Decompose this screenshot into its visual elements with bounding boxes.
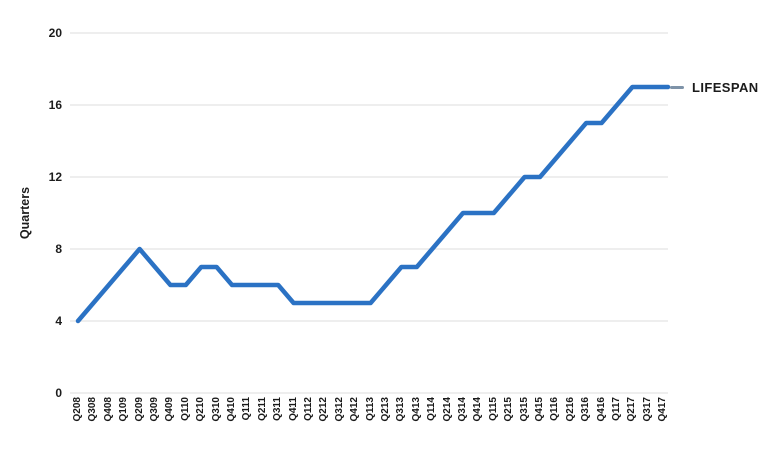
x-tick-label-Q114: Q114 bbox=[426, 397, 438, 421]
x-tick-label-Q117: Q117 bbox=[611, 397, 622, 421]
x-tick-label-Q409: Q409 bbox=[164, 397, 176, 422]
y-tick-label-0: 0 bbox=[55, 386, 62, 400]
x-tick-label-Q310: Q310 bbox=[210, 397, 222, 422]
x-tick-label-Q113: Q113 bbox=[364, 397, 376, 421]
x-tick-label-Q308: Q308 bbox=[87, 397, 99, 422]
x-tick-label-Q314: Q314 bbox=[457, 397, 468, 422]
x-tick-label-Q416: Q416 bbox=[595, 397, 607, 422]
legend-label: LIFESPAN bbox=[692, 80, 759, 95]
y-tick-label-20: 20 bbox=[48, 26, 62, 40]
x-tick-label-Q410: Q410 bbox=[226, 397, 237, 422]
x-tick-label-Q414: Q414 bbox=[472, 397, 484, 422]
x-tick-label-Q411: Q411 bbox=[287, 397, 299, 421]
y-tick-label-12: 12 bbox=[48, 170, 62, 184]
x-tick-label-Q208: Q208 bbox=[72, 397, 83, 422]
x-tick-label-Q217: Q217 bbox=[626, 397, 638, 422]
x-tick-label-Q111: Q111 bbox=[241, 397, 253, 421]
x-tick-label-Q412: Q412 bbox=[349, 397, 361, 422]
x-tick-label-Q109: Q109 bbox=[118, 397, 130, 422]
x-tick-label-Q214: Q214 bbox=[441, 397, 453, 422]
x-tick-label-Q110: Q110 bbox=[179, 397, 191, 421]
x-tick-label-Q408: Q408 bbox=[102, 397, 114, 422]
x-tick-label-Q317: Q317 bbox=[641, 397, 653, 422]
x-tick-label-Q209: Q209 bbox=[133, 397, 145, 422]
x-tick-label-Q312: Q312 bbox=[333, 397, 345, 422]
legend: LIFESPAN bbox=[670, 80, 759, 95]
y-axis-title: Quarters bbox=[18, 186, 32, 240]
x-tick-label-Q213: Q213 bbox=[380, 397, 391, 422]
lifespan-series-line bbox=[75, 84, 671, 324]
x-tick-label-Q309: Q309 bbox=[149, 397, 160, 422]
x-tick-label-Q215: Q215 bbox=[503, 397, 515, 422]
x-tick-label-Q415: Q415 bbox=[534, 397, 545, 422]
legend-dash-icon bbox=[670, 85, 684, 90]
y-tick-label-8: 8 bbox=[55, 242, 62, 256]
x-tick-label-Q216: Q216 bbox=[564, 397, 576, 422]
x-tick-label-Q112: Q112 bbox=[303, 397, 314, 421]
y-tick-label-16: 16 bbox=[48, 98, 62, 112]
x-tick-label-Q116: Q116 bbox=[549, 397, 561, 421]
y-tick-label-4: 4 bbox=[55, 314, 62, 328]
x-tick-label-Q115: Q115 bbox=[487, 397, 499, 421]
x-tick-label-Q413: Q413 bbox=[410, 397, 422, 422]
x-tick-label-Q316: Q316 bbox=[580, 397, 592, 422]
x-tick-label-Q212: Q212 bbox=[318, 397, 330, 422]
x-tick-label-Q315: Q315 bbox=[518, 397, 530, 422]
x-tick-label-Q210: Q210 bbox=[195, 397, 207, 422]
x-tick-label-Q211: Q211 bbox=[256, 397, 268, 421]
x-tick-label-Q311: Q311 bbox=[272, 397, 284, 421]
x-tick-label-Q313: Q313 bbox=[395, 397, 407, 422]
x-tick-label-Q417: Q417 bbox=[657, 397, 669, 422]
